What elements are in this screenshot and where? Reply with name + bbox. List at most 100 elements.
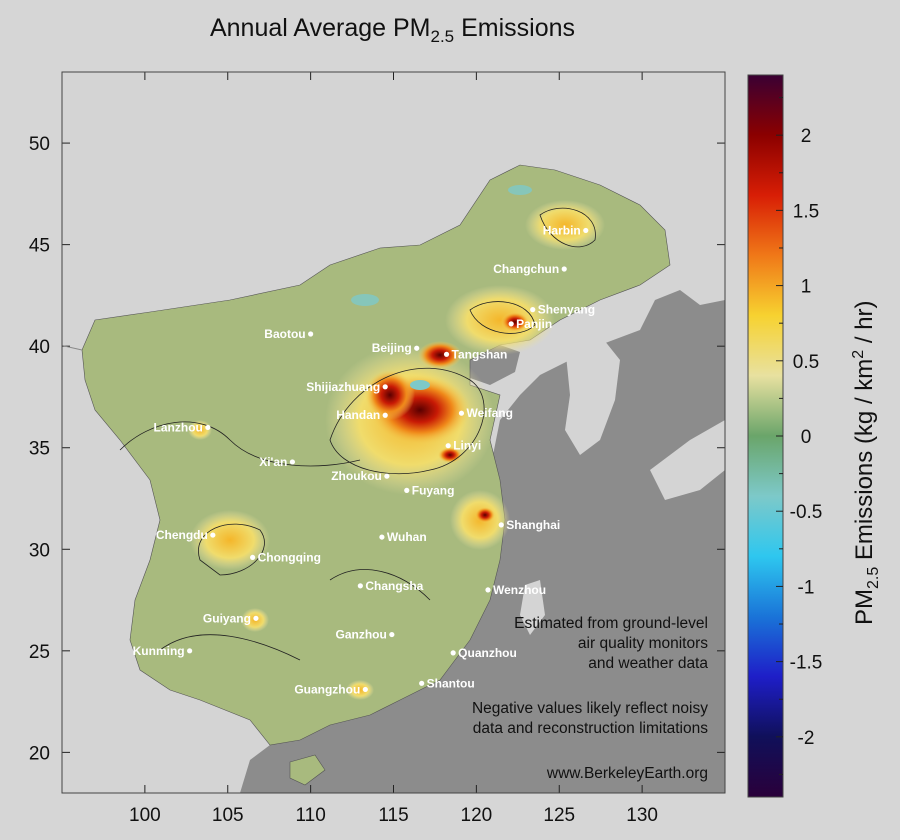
colorbar-tick-label: 1.5 bbox=[793, 201, 819, 222]
colorbar-tick-label: 2 bbox=[801, 126, 812, 147]
city-label: Shanghai bbox=[506, 518, 560, 532]
city-dot bbox=[384, 473, 390, 479]
panjin-hot bbox=[501, 312, 529, 332]
guangzhou-warm bbox=[346, 680, 374, 700]
city-dot bbox=[414, 345, 420, 351]
x-tick-label: 110 bbox=[295, 805, 325, 826]
colorbar-label-sub: 2.5 bbox=[865, 567, 882, 589]
map-title: Annual Average PM2.5 Emissions bbox=[60, 14, 725, 47]
city-dot bbox=[382, 412, 388, 418]
colorbar-label-prefix: PM bbox=[851, 589, 878, 625]
city-weifang: Weifang bbox=[458, 406, 513, 420]
city-label: Weifang bbox=[466, 406, 512, 420]
tangshan-hot bbox=[418, 341, 462, 369]
city-kunming: Kunming bbox=[133, 644, 193, 658]
x-tick-label: 100 bbox=[129, 805, 161, 826]
city-label: Xi'an bbox=[259, 455, 287, 469]
harbin-warm bbox=[525, 200, 605, 250]
y-tick-label: 50 bbox=[29, 134, 50, 155]
hainan bbox=[289, 754, 326, 786]
city-label: Baotou bbox=[264, 327, 305, 341]
y-axis: 20 25 30 35 40 45 50 bbox=[29, 134, 50, 764]
city-harbin: Harbin bbox=[543, 223, 589, 237]
city-dot bbox=[250, 554, 256, 561]
city-label: Wuhan bbox=[387, 530, 427, 544]
city-xian: Xi'an bbox=[259, 455, 295, 469]
y-tick-label: 20 bbox=[29, 743, 50, 764]
city-label: Changsha bbox=[365, 579, 423, 593]
title-prefix: Annual Average PM bbox=[209, 14, 431, 42]
city-dot bbox=[419, 680, 425, 686]
colorbar-tick-label: 1 bbox=[801, 277, 812, 298]
city-shijiazhuang: Shijiazhuang bbox=[306, 380, 388, 394]
city-dot bbox=[530, 307, 536, 313]
city-dot bbox=[362, 686, 368, 693]
x-tick-label: 115 bbox=[378, 805, 408, 826]
city-dot bbox=[210, 532, 216, 538]
city-dot bbox=[458, 410, 465, 416]
city-label: Fuyang bbox=[412, 483, 455, 497]
city-label: Quanzhou bbox=[458, 646, 517, 660]
annotation-notes: Estimated from ground-level air quality … bbox=[472, 615, 708, 782]
colorbar-tick-label: -1 bbox=[798, 577, 815, 598]
city-label: Chongqing bbox=[258, 550, 321, 564]
city-dot bbox=[379, 534, 385, 540]
city-label: Wenzhou bbox=[493, 583, 546, 597]
city-dot bbox=[485, 587, 491, 593]
contour-lines bbox=[119, 207, 596, 661]
note-estimated-line-1: Estimated from ground-level bbox=[514, 615, 708, 632]
note-estimated-line-3: and weather data bbox=[588, 655, 708, 672]
map-panel bbox=[62, 72, 725, 793]
city-label: Beijing bbox=[372, 341, 412, 355]
x-tick-label: 105 bbox=[212, 805, 244, 826]
city-dot bbox=[187, 648, 193, 654]
city-zhoukou: Zhoukou bbox=[331, 469, 390, 483]
city-label: Linyi bbox=[453, 439, 481, 453]
x-axis: 100 105 110 115 120 125 130 bbox=[129, 805, 658, 826]
title-subscript: 2.5 bbox=[430, 27, 455, 46]
colorbar-label-suffix: Emissions (kg / km bbox=[851, 359, 878, 567]
city-dot bbox=[289, 459, 295, 465]
x-tick-label: 125 bbox=[543, 805, 575, 826]
y-tick-label: 35 bbox=[29, 439, 50, 460]
city-label: Changchun bbox=[493, 262, 559, 276]
y-tick-label: 45 bbox=[29, 236, 50, 257]
city-linyi: Linyi bbox=[445, 439, 481, 453]
city-dot bbox=[404, 487, 410, 493]
city-dot bbox=[389, 631, 395, 638]
city-dot bbox=[508, 321, 514, 327]
city-dot bbox=[382, 384, 388, 390]
city-label: Zhoukou bbox=[331, 469, 382, 483]
colorbar-tick-label: -0.5 bbox=[790, 502, 823, 523]
axis-ticks bbox=[62, 72, 725, 793]
city-panjin: Panjin bbox=[508, 317, 552, 331]
x-tick-label: 130 bbox=[626, 805, 658, 826]
source-credit: www.BerkeleyEarth.org bbox=[546, 765, 708, 782]
y-tick-label: 40 bbox=[29, 337, 50, 358]
city-ganzhou: Ganzhou bbox=[336, 628, 395, 642]
city-label: Lanzhou bbox=[154, 420, 203, 434]
city-guangzhou: Guangzhou bbox=[294, 682, 368, 696]
city-tangshan: Tangshan bbox=[443, 347, 507, 361]
city-dot bbox=[445, 443, 451, 449]
city-lanzhou: Lanzhou bbox=[154, 420, 211, 434]
city-dot bbox=[205, 424, 211, 431]
city-dot bbox=[357, 583, 363, 589]
city-shanghai: Shanghai bbox=[498, 518, 560, 532]
colorbar-ticks: 2 1.5 1 0.5 0 -0.5 -1 -1.5 -2 bbox=[776, 97, 823, 775]
city-quanzhou: Quanzhou bbox=[450, 646, 517, 660]
city-dot bbox=[561, 266, 567, 272]
city-shenyang: Shenyang bbox=[530, 303, 595, 317]
city-dot bbox=[498, 522, 504, 528]
northeast-warm bbox=[445, 285, 555, 355]
city-chongqing: Chongqing bbox=[250, 550, 321, 564]
city-dot bbox=[450, 650, 456, 656]
city-label: Ganzhou bbox=[336, 628, 387, 642]
city-handan: Handan bbox=[336, 408, 388, 422]
city-changsha: Changsha bbox=[357, 579, 424, 593]
y-tick-label: 30 bbox=[29, 540, 50, 561]
city-label: Chengdu bbox=[156, 528, 208, 542]
taiwan bbox=[520, 580, 545, 635]
